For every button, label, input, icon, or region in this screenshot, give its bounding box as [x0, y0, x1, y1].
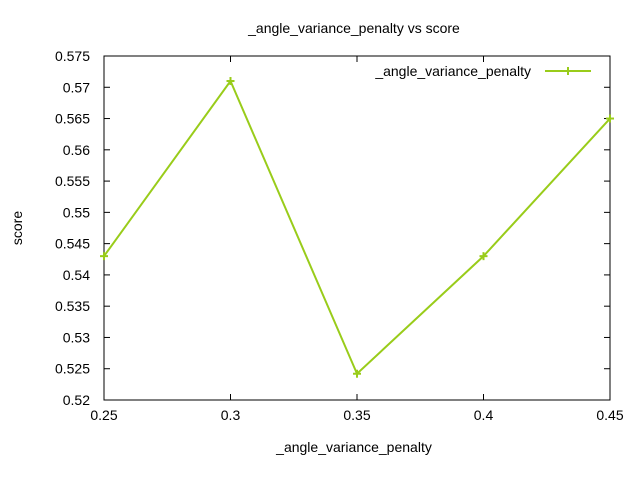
y-axis-label: score	[9, 211, 25, 245]
plot-area-frame	[103, 55, 611, 401]
series-line	[103, 79, 611, 376]
y-tick-label: 0.525	[55, 361, 90, 377]
x-tick-label: 0.35	[343, 407, 370, 423]
data-point	[606, 114, 614, 123]
data-point	[479, 252, 488, 261]
y-tick-label: 0.54	[63, 267, 90, 283]
x-axis-ticks: 0.25 0.3 0.35 0.4 0.45	[90, 56, 624, 423]
data-point	[100, 252, 108, 261]
y-tick-label: 0.57	[63, 79, 90, 95]
x-tick-label: 0.45	[596, 407, 623, 423]
y-tick-label: 0.52	[63, 392, 90, 408]
chart-title: _angle_variance_penalty vs score	[247, 20, 460, 36]
x-tick-label: 0.4	[474, 407, 494, 423]
legend: _angle_variance_penalty	[374, 63, 591, 79]
legend-marker-plus	[564, 67, 572, 75]
y-tick-label: 0.545	[55, 236, 90, 252]
y-tick-label: 0.535	[55, 298, 90, 314]
data-point	[226, 77, 235, 86]
x-tick-label: 0.3	[221, 407, 241, 423]
y-tick-label: 0.575	[55, 48, 90, 64]
x-tick-label: 0.25	[90, 407, 117, 423]
y-axis-ticks: 0.52 0.525 0.53 0.535 0.54 0.545 0.55 0.555 0.56…	[55, 48, 610, 408]
data-point	[353, 369, 361, 378]
legend-entry-label: _angle_variance_penalty	[374, 63, 531, 79]
y-tick-label: 0.565	[55, 111, 90, 127]
y-tick-label: 0.55	[63, 204, 90, 220]
y-tick-label: 0.53	[63, 329, 90, 345]
x-axis-label: _angle_variance_penalty	[275, 439, 432, 455]
y-tick-label: 0.56	[63, 142, 90, 158]
y-tick-label: 0.555	[55, 173, 90, 189]
series-layer	[100, 77, 614, 378]
